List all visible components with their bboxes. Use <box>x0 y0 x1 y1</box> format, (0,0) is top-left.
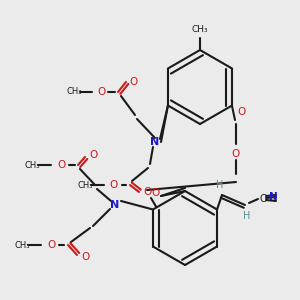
Text: CH₃: CH₃ <box>192 26 208 34</box>
Text: O: O <box>47 240 55 250</box>
Text: CH₃: CH₃ <box>77 181 93 190</box>
Text: O: O <box>97 87 105 97</box>
Text: N: N <box>268 192 278 202</box>
Text: H: H <box>243 211 251 221</box>
Text: O: O <box>57 160 65 170</box>
Text: O: O <box>129 77 137 87</box>
Text: N: N <box>110 200 120 210</box>
Text: O: O <box>144 187 152 197</box>
Text: O: O <box>232 149 240 159</box>
Text: O: O <box>109 180 117 190</box>
Text: CH₃: CH₃ <box>66 88 82 97</box>
Text: O: O <box>81 252 89 262</box>
Text: O: O <box>89 150 97 160</box>
Text: N: N <box>150 137 160 147</box>
Text: CH₃: CH₃ <box>24 160 40 169</box>
Text: C: C <box>260 194 266 204</box>
Text: O: O <box>151 188 159 198</box>
Text: H: H <box>216 180 224 190</box>
Text: CH₃: CH₃ <box>14 241 30 250</box>
Text: O: O <box>237 107 245 117</box>
